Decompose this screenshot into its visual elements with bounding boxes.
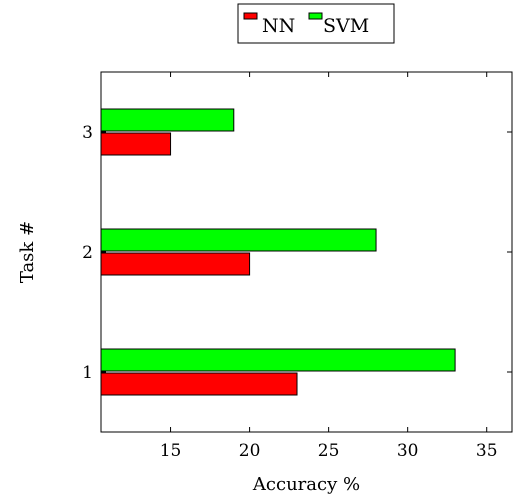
y-tick-label: 3 [82,123,93,143]
y-tick-label: 2 [82,243,93,263]
x-tick-label: 20 [239,441,261,461]
y-tick-label: 1 [82,363,93,383]
legend-swatch-nn [243,12,258,20]
bar-svm-task-2 [100,228,377,252]
legend-swatch-svm [308,12,323,20]
legend-label-nn: NN [262,15,295,37]
bar-nn-task-2 [100,252,251,276]
bar-svm-task-1 [100,348,456,372]
x-tick-label: 25 [318,441,340,461]
legend-box [237,3,395,44]
legend: NN SVM [237,3,395,44]
legend-label-svm: SVM [323,15,369,37]
ticks: 15 20 25 30 35 1 2 3 [82,72,512,461]
x-axis-label: Accuracy % [252,474,360,495]
bars [100,108,456,396]
x-tick-label: 35 [476,441,498,461]
bar-nn-task-1 [100,372,298,396]
y-axis-label: Task # [17,221,38,283]
x-tick-label: 30 [397,441,419,461]
bar-nn-task-3 [100,132,172,156]
bar-svm-task-3 [100,108,235,132]
x-tick-label: 15 [160,441,182,461]
